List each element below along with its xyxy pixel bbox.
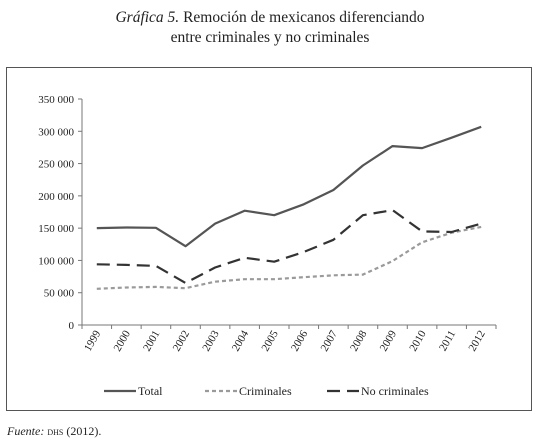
x-tick-label: 2010 <box>407 328 429 353</box>
x-tick-label: 2004 <box>230 328 252 353</box>
y-tick-label: 350 000 <box>38 94 74 106</box>
legend-label: Criminales <box>239 384 292 398</box>
chart-frame <box>6 67 532 411</box>
title-line-1: Remoción de mexicanos diferenciando <box>179 9 425 26</box>
series-line-criminales <box>96 225 482 290</box>
y-tick-label: 150 000 <box>38 223 74 235</box>
x-tick-label: 2009 <box>378 328 400 353</box>
x-tick-label: 2002 <box>171 329 192 354</box>
legend-item: Criminales <box>205 384 292 398</box>
y-tick-label: 250 000 <box>38 159 74 171</box>
x-tick-label: 2003 <box>200 328 222 353</box>
x-tick-label: 2005 <box>259 328 281 353</box>
y-tick-label: 200 000 <box>38 191 74 203</box>
figure-number: Gráfica 5. <box>115 9 180 26</box>
title-line-2: entre criminales y no criminales <box>170 29 370 46</box>
source-org: dhs <box>47 424 64 438</box>
x-tick-label: 2006 <box>289 328 311 353</box>
x-tick-label: 2011 <box>437 329 458 354</box>
y-tick-label: 300 000 <box>38 126 74 138</box>
source-label: Fuente: <box>7 424 45 438</box>
series-line-total <box>96 125 482 248</box>
y-tick-label: 100 000 <box>38 255 74 267</box>
legend-item: No criminales <box>327 384 429 398</box>
x-tick-label: 2001 <box>141 329 162 354</box>
legend-label: No criminales <box>361 384 429 398</box>
x-tick-label: 2000 <box>112 328 134 353</box>
y-tick-label: 50 000 <box>44 288 75 300</box>
x-tick-label: 1999 <box>82 328 104 353</box>
legend-label: Total <box>138 384 163 398</box>
source-year: (2012). <box>63 424 102 438</box>
x-tick-label: 2008 <box>348 328 370 353</box>
chart-title: Gráfica 5. Remoción de mexicanos diferen… <box>0 8 540 48</box>
y-tick-label: 0 <box>69 320 75 332</box>
series-line-no-criminales <box>96 209 482 285</box>
x-tick-label: 2007 <box>319 328 341 353</box>
legend-item: Total <box>104 384 163 398</box>
x-tick-label: 2012 <box>466 329 487 354</box>
source-note: Fuente: dhs (2012). <box>7 424 101 439</box>
